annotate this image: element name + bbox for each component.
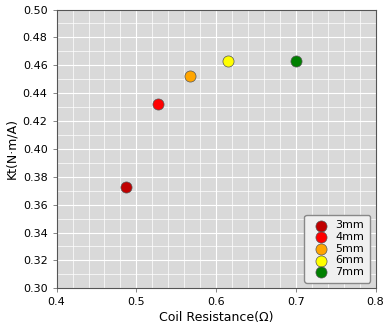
5mm: [187, 74, 193, 79]
Legend: 3mm, 4mm, 5mm, 6mm, 7mm: 3mm, 4mm, 5mm, 6mm, 7mm: [305, 215, 370, 283]
6mm: [225, 58, 231, 64]
4mm: [155, 102, 161, 107]
Y-axis label: Kt(N·m/A): Kt(N·m/A): [5, 118, 19, 180]
X-axis label: Coil Resistance(Ω): Coil Resistance(Ω): [159, 312, 273, 324]
3mm: [123, 184, 129, 189]
7mm: [293, 58, 299, 64]
